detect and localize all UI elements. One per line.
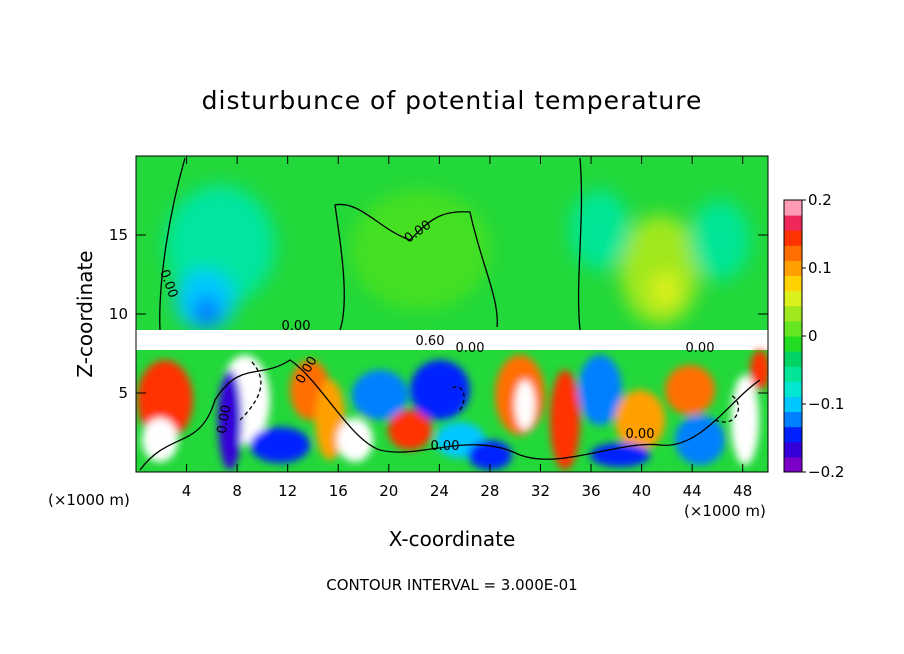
y-tick-label: 15 bbox=[109, 226, 128, 244]
contour-interval-note: CONTOUR INTERVAL = 3.000E-01 bbox=[326, 576, 578, 594]
contour-label: 0.00 bbox=[686, 341, 715, 356]
colorbar-swatch bbox=[784, 336, 802, 352]
colorbar-swatch bbox=[784, 411, 802, 428]
contour-label: 0.00 bbox=[456, 341, 485, 356]
x-unit-label-left: (×1000 m) bbox=[48, 491, 130, 509]
y-tick-label: 10 bbox=[109, 305, 128, 323]
y-tick-label: 5 bbox=[118, 384, 128, 402]
x-axis: 4 8 12 16 20 24 28 32 36 40 44 48 bbox=[182, 156, 752, 500]
colorbar-swatch bbox=[784, 396, 802, 413]
colorbar-swatch bbox=[784, 290, 802, 307]
x-tick-label: 16 bbox=[329, 482, 348, 500]
contour-label: 0.00 bbox=[282, 319, 311, 334]
colorbar-swatch bbox=[784, 230, 802, 246]
colorbar-swatch bbox=[784, 245, 802, 261]
colorbar-tick-label: −0.2 bbox=[808, 463, 844, 481]
colorbar-swatch bbox=[784, 441, 802, 458]
colorbar-swatch bbox=[784, 366, 802, 382]
colorbar-swatch bbox=[784, 200, 802, 216]
colorbar: 0.2 0.1 0 −0.1 −0.2 bbox=[783, 191, 844, 481]
colorbar-swatch bbox=[784, 320, 802, 337]
x-unit-label-right: (×1000 m) bbox=[684, 502, 766, 520]
x-tick-label: 40 bbox=[632, 482, 651, 500]
heatmap-field bbox=[136, 156, 768, 472]
colorbar-swatch bbox=[784, 456, 802, 473]
colorbar-tick-label: 0.1 bbox=[808, 259, 832, 277]
x-tick-label: 44 bbox=[683, 482, 702, 500]
x-tick-label: 28 bbox=[480, 482, 499, 500]
colorbar-tick-label: −0.1 bbox=[808, 395, 844, 413]
colorbar-swatch bbox=[784, 305, 802, 322]
x-tick-label: 20 bbox=[379, 482, 398, 500]
colorbar-tick-label: 0 bbox=[808, 327, 818, 345]
x-tick-label: 24 bbox=[430, 482, 449, 500]
colorbar-swatch bbox=[784, 260, 802, 277]
x-tick-label: 36 bbox=[581, 482, 600, 500]
x-axis-title: X-coordinate bbox=[389, 527, 516, 551]
colorbar-swatch bbox=[784, 215, 802, 231]
y-axis-title: Z-coordinate bbox=[73, 250, 97, 377]
colorbar-swatch bbox=[784, 351, 802, 367]
contour-label: 0.60 bbox=[416, 334, 445, 349]
x-tick-label: 8 bbox=[232, 482, 242, 500]
x-tick-label: 48 bbox=[733, 482, 752, 500]
x-tick-label: 12 bbox=[278, 482, 297, 500]
x-tick-label: 32 bbox=[531, 482, 550, 500]
colorbar-swatch bbox=[784, 381, 802, 397]
contour-label: 0.00 bbox=[215, 404, 235, 435]
chart-title: disturbunce of potential temperature bbox=[201, 86, 703, 115]
x-tick-label: 4 bbox=[182, 482, 192, 500]
contour-label: 0.00 bbox=[626, 427, 655, 442]
colorbar-swatch bbox=[784, 275, 802, 292]
y-axis: 5 10 15 bbox=[109, 226, 768, 402]
contour-lines bbox=[139, 157, 761, 471]
contour-label: 0.00 bbox=[431, 439, 460, 454]
colorbar-swatch bbox=[784, 426, 802, 443]
colorbar-tick-label: 0.2 bbox=[808, 191, 832, 209]
